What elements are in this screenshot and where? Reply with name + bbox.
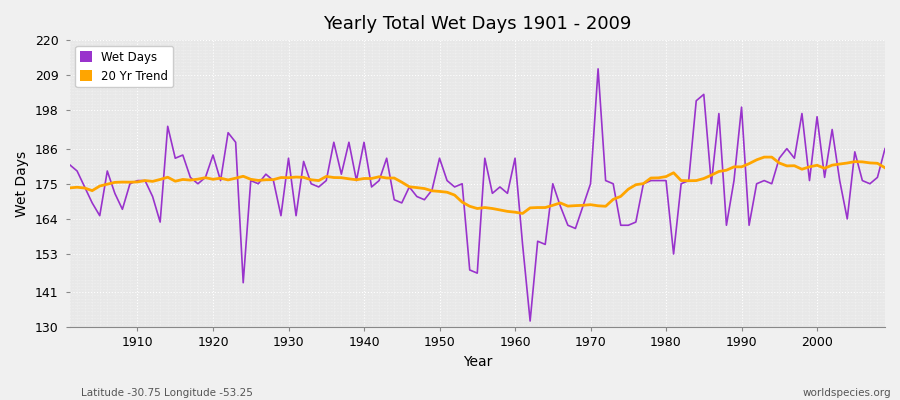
20 Yr Trend [336,175,346,180]
Title: Yearly Total Wet Days 1901 - 2009: Yearly Total Wet Days 1901 - 2009 [323,15,632,33]
20 Yr Trend [502,209,513,214]
Wet Days [502,191,513,196]
Legend: Wet Days, 20 Yr Trend: Wet Days, 20 Yr Trend [76,46,173,87]
Wet Days [64,162,75,167]
Text: Latitude -30.75 Longitude -53.25: Latitude -30.75 Longitude -53.25 [81,388,253,398]
Wet Days [879,146,890,151]
Line: Wet Days: Wet Days [69,69,885,321]
Wet Days [525,319,535,324]
Wet Days [291,213,302,218]
20 Yr Trend [518,211,528,216]
Wet Days [124,181,135,186]
Text: worldspecies.org: worldspecies.org [803,388,891,398]
Y-axis label: Wet Days: Wet Days [15,151,29,217]
20 Yr Trend [64,186,75,190]
20 Yr Trend [291,175,302,180]
Wet Days [616,223,626,228]
20 Yr Trend [124,180,135,184]
20 Yr Trend [759,155,769,160]
Wet Days [336,172,346,176]
20 Yr Trend [879,166,890,170]
20 Yr Trend [608,197,618,202]
X-axis label: Year: Year [463,355,492,369]
Line: 20 Yr Trend: 20 Yr Trend [69,157,885,214]
20 Yr Trend [509,210,520,214]
Wet Days [509,156,520,161]
Wet Days [593,66,604,71]
